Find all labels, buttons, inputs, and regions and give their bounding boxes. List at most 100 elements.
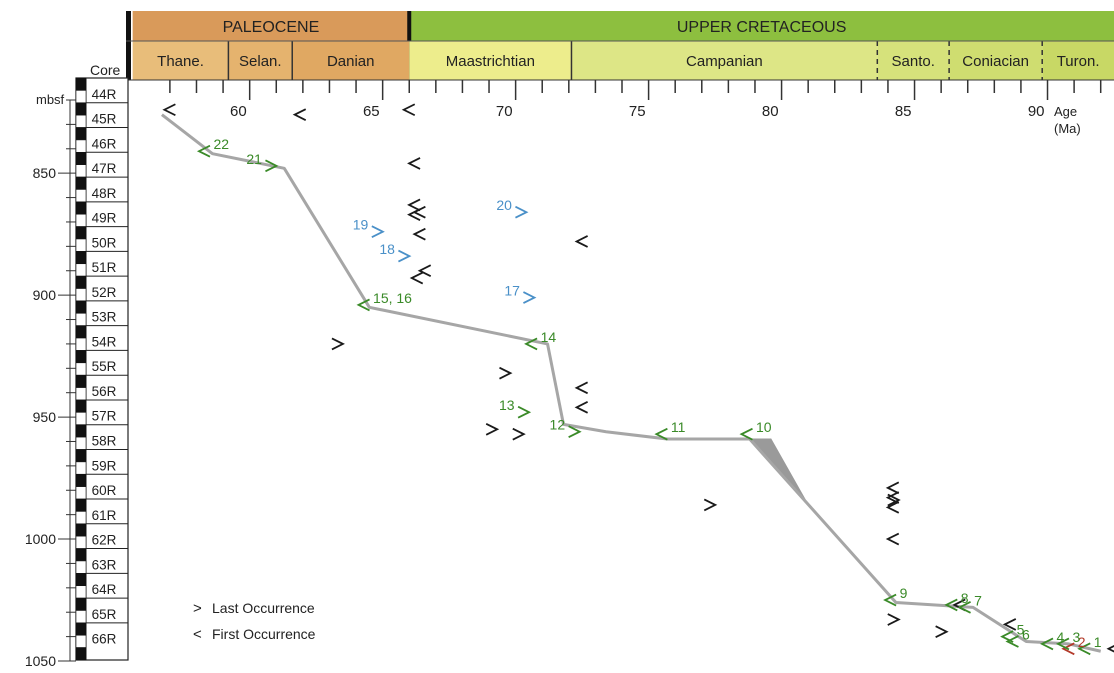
datum-6-marker [1005, 635, 1019, 648]
datum-18-marker [398, 249, 412, 263]
core-recovery-block [75, 312, 87, 326]
core-recovery-block [75, 114, 87, 128]
x-tick-label: 60 [230, 103, 247, 120]
core-label: 63R [92, 557, 117, 572]
datum-1-marker [1077, 642, 1091, 656]
datum-10-marker [739, 427, 753, 441]
core-recovery-block [75, 387, 87, 401]
core-recovery-block [75, 622, 87, 636]
core-label: 52R [92, 285, 117, 300]
first-occurrence-marker [412, 205, 426, 219]
x-tick-label: 85 [895, 103, 912, 120]
stage-band [949, 41, 1043, 80]
last-occurrence-marker [935, 625, 949, 639]
core-label: 49R [92, 211, 117, 226]
core-recovery-block [75, 251, 87, 265]
datum-label: 5 [1017, 622, 1025, 638]
stage-label: Coniacian [962, 53, 1029, 70]
x-tick-label: 70 [496, 103, 513, 120]
core-recovery-block [75, 412, 87, 426]
datum-label: 21 [246, 151, 262, 167]
core-label: 56R [92, 384, 117, 399]
core-recovery-block [75, 77, 87, 91]
datum-label: 9 [900, 585, 908, 601]
datum-label: 10 [756, 419, 772, 435]
first-occurrence-marker [162, 103, 176, 117]
y-tick-label: 900 [33, 287, 57, 303]
core-recovery-block [75, 288, 87, 302]
core-recovery-block [75, 523, 87, 537]
core-label: 48R [92, 186, 117, 201]
datum-20-marker [515, 205, 529, 219]
datum-label: 19 [353, 217, 369, 233]
core-recovery-block [75, 511, 87, 525]
legend-last-symbol: > [193, 600, 202, 617]
datum-label: 22 [213, 136, 229, 152]
first-occurrence-marker [407, 157, 421, 170]
legend-first-symbol: < [193, 626, 202, 643]
core-recovery-block [75, 647, 87, 661]
last-occurrence-marker [499, 366, 513, 380]
datum-11-marker [654, 427, 668, 441]
datum-label: 17 [504, 283, 520, 299]
datum-label: 20 [496, 197, 512, 213]
legend: > Last Occurrence < First Occurrence [193, 600, 316, 643]
core-recovery-block [75, 350, 87, 364]
last-occurrence-marker [703, 498, 718, 512]
core-recovery-block [75, 573, 87, 587]
stage-label: Turon. [1057, 53, 1100, 70]
core-recovery-block [75, 102, 87, 116]
datum-15-16-marker [356, 298, 370, 312]
legend-first-label: First Occurrence [212, 626, 316, 642]
core-recovery-block [75, 436, 87, 450]
core-recovery-block [75, 127, 87, 141]
core-label: 62R [92, 533, 117, 548]
core-recovery-block [75, 449, 87, 463]
datum-13-marker [517, 405, 532, 419]
core-label: 44R [92, 87, 117, 102]
core-label: 45R [92, 112, 117, 127]
first-occurrence-marker [409, 271, 424, 285]
core-recovery-block [75, 275, 87, 289]
stage-label: Maastrichtian [446, 53, 535, 70]
first-occurrence-marker [417, 264, 432, 278]
core-label: 51R [92, 260, 117, 275]
core-recovery-block [75, 473, 87, 487]
x-tick-label: 80 [762, 103, 779, 120]
datum-label: 1 [1094, 634, 1102, 650]
datum-7-marker [957, 601, 971, 614]
core-recovery-block [75, 548, 87, 562]
core-recovery-block [75, 585, 87, 599]
datum-3-marker [1055, 637, 1070, 651]
stage-band [409, 41, 572, 80]
x-axis: Age (Ma) 60 65 70 75 80 85 90 [169, 80, 1102, 136]
core-label: 55R [92, 359, 117, 374]
datum-22-marker [196, 144, 211, 158]
core-label: 50R [92, 235, 117, 250]
core-recovery-block [75, 424, 87, 438]
core-recovery-block [75, 560, 87, 574]
core-recovery-block [75, 238, 87, 252]
datum-label: 18 [379, 241, 395, 257]
first-occurrence-marker [885, 481, 900, 495]
first-occurrence-marker [574, 235, 589, 248]
y-tick-label: 1000 [25, 531, 56, 547]
core-recovery-block [75, 498, 87, 512]
core-header: Core [90, 62, 121, 78]
stage-band [292, 41, 410, 80]
datum-12-marker [568, 425, 582, 439]
first-occurrence-marker [1106, 645, 1114, 653]
first-occurrence-marker [574, 381, 589, 395]
datum-label: 13 [499, 397, 515, 413]
x-tick-label: 90 [1028, 103, 1045, 120]
core-recovery-block [75, 90, 87, 104]
core-recovery-block [75, 164, 87, 178]
core-recovery-block [75, 486, 87, 500]
stage-label: Selan. [239, 53, 282, 70]
datum-17-marker [523, 291, 537, 304]
core-recovery-block [75, 374, 87, 388]
epoch-label: PALEOCENE [223, 19, 320, 36]
datum-label: 11 [671, 419, 686, 435]
